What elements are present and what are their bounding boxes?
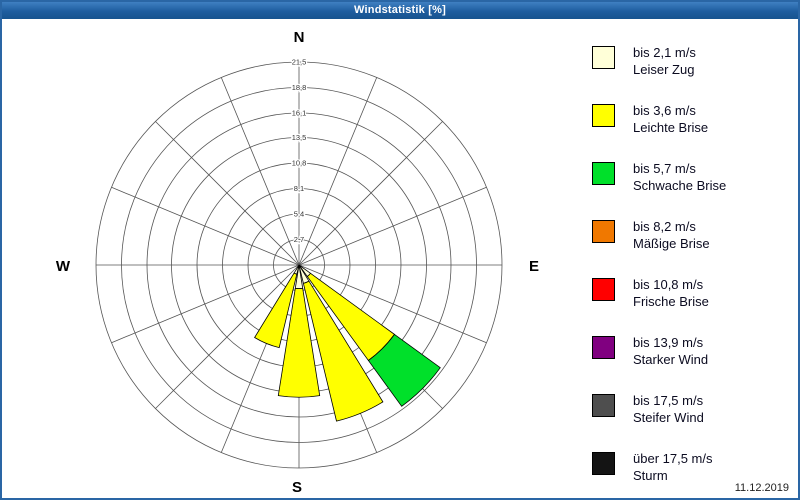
legend-swatch-5 bbox=[592, 336, 615, 359]
legend-swatch-4 bbox=[592, 278, 615, 301]
legend-wind-name: Frische Brise bbox=[633, 294, 709, 309]
wind-petal-sse bbox=[302, 280, 384, 422]
legend-wind-name: Sturm bbox=[633, 468, 668, 483]
legend-item-1: bis 3,6 m/s Leichte Brise bbox=[592, 102, 792, 136]
legend-item-4: bis 10,8 m/s Frische Brise bbox=[592, 276, 792, 310]
legend-text-5: bis 13,9 m/s Starker Wind bbox=[633, 334, 708, 368]
legend-swatch-1 bbox=[592, 104, 615, 127]
ring-label: 10,8 bbox=[292, 159, 307, 168]
legend-speed-label: bis 10,8 m/s bbox=[633, 277, 704, 292]
ring-label: 21,5 bbox=[292, 58, 307, 67]
grid-spoke bbox=[298, 77, 378, 266]
wind-petal-se bbox=[367, 333, 441, 407]
legend-item-0: bis 2,1 m/s Leiser Zug bbox=[592, 44, 792, 78]
grid-spoke bbox=[111, 264, 300, 344]
legend-speed-label: bis 17,5 m/s bbox=[633, 393, 704, 408]
grid-spoke bbox=[111, 186, 300, 266]
grid-spoke bbox=[155, 121, 300, 266]
legend-wind-name: Schwache Brise bbox=[633, 178, 727, 193]
legend-text-4: bis 10,8 m/s Frische Brise bbox=[633, 276, 709, 310]
legend-wind-name: Steifer Wind bbox=[633, 410, 704, 425]
window-title-bar: Windstatistik [%] bbox=[2, 2, 798, 19]
legend-wind-name: Starker Wind bbox=[633, 352, 709, 367]
legend-swatch-6 bbox=[592, 394, 615, 417]
grid-spoke bbox=[298, 121, 443, 266]
legend-text-6: bis 17,5 m/s Steifer Wind bbox=[633, 392, 704, 426]
ring-label: 16,1 bbox=[292, 109, 307, 118]
legend-swatch-2 bbox=[592, 162, 615, 185]
legend-wind-name: Mäßige Brise bbox=[633, 236, 710, 251]
date-label: 11.12.2019 bbox=[734, 482, 789, 494]
legend-text-3: bis 8,2 m/s Mäßige Brise bbox=[633, 218, 710, 252]
legend-swatch-7 bbox=[592, 452, 615, 475]
legend-item-2: bis 5,7 m/s Schwache Brise bbox=[592, 160, 792, 194]
ring-label: 18,8 bbox=[292, 83, 307, 92]
legend-text-7: über 17,5 m/s Sturm bbox=[633, 450, 713, 484]
compass-north-label: N bbox=[293, 29, 305, 46]
legend-text-1: bis 3,6 m/s Leichte Brise bbox=[633, 102, 708, 136]
window-title: Windstatistik [%] bbox=[354, 4, 446, 16]
legend-swatch-3 bbox=[592, 220, 615, 243]
legend-item-6: bis 17,5 m/s Steifer Wind bbox=[592, 392, 792, 426]
ring-label: 8,1 bbox=[294, 184, 304, 193]
wind-petal-s bbox=[277, 287, 321, 398]
compass-west-label: W bbox=[55, 258, 71, 275]
grid-spoke bbox=[298, 264, 487, 344]
legend-wind-name: Leichte Brise bbox=[633, 120, 709, 135]
legend-speed-label: bis 3,6 m/s bbox=[633, 103, 696, 118]
legend-speed-label: bis 5,7 m/s bbox=[633, 161, 696, 176]
legend-swatch-0 bbox=[592, 46, 615, 69]
legend-item-5: bis 13,9 m/s Starker Wind bbox=[592, 334, 792, 368]
legend-text-0: bis 2,1 m/s Leiser Zug bbox=[633, 44, 696, 78]
legend-item-3: bis 8,2 m/s Mäßige Brise bbox=[592, 218, 792, 252]
grid-spoke bbox=[220, 77, 300, 266]
wind-petal-ssw bbox=[254, 272, 298, 349]
grid-spoke bbox=[155, 264, 300, 409]
legend-speed-label: bis 8,2 m/s bbox=[633, 219, 696, 234]
legend-speed-label: bis 13,9 m/s bbox=[633, 335, 704, 350]
grid-spoke bbox=[298, 186, 487, 266]
legend-speed-label: über 17,5 m/s bbox=[633, 451, 713, 466]
compass-east-label: E bbox=[528, 258, 540, 275]
legend: bis 2,1 m/s Leiser Zug bis 3,6 m/s Leichte … bbox=[592, 44, 792, 498]
compass-south-label: S bbox=[291, 479, 303, 496]
ring-label: 5,4 bbox=[294, 210, 304, 219]
legend-text-2: bis 5,7 m/s Schwache Brise bbox=[633, 160, 726, 194]
ring-label: 2,7 bbox=[294, 235, 304, 244]
legend-item-7: über 17,5 m/s Sturm bbox=[592, 450, 792, 484]
legend-speed-label: bis 2,1 m/s bbox=[633, 45, 696, 60]
ring-label: 13,5 bbox=[292, 133, 307, 142]
legend-wind-name: Leiser Zug bbox=[633, 62, 695, 77]
